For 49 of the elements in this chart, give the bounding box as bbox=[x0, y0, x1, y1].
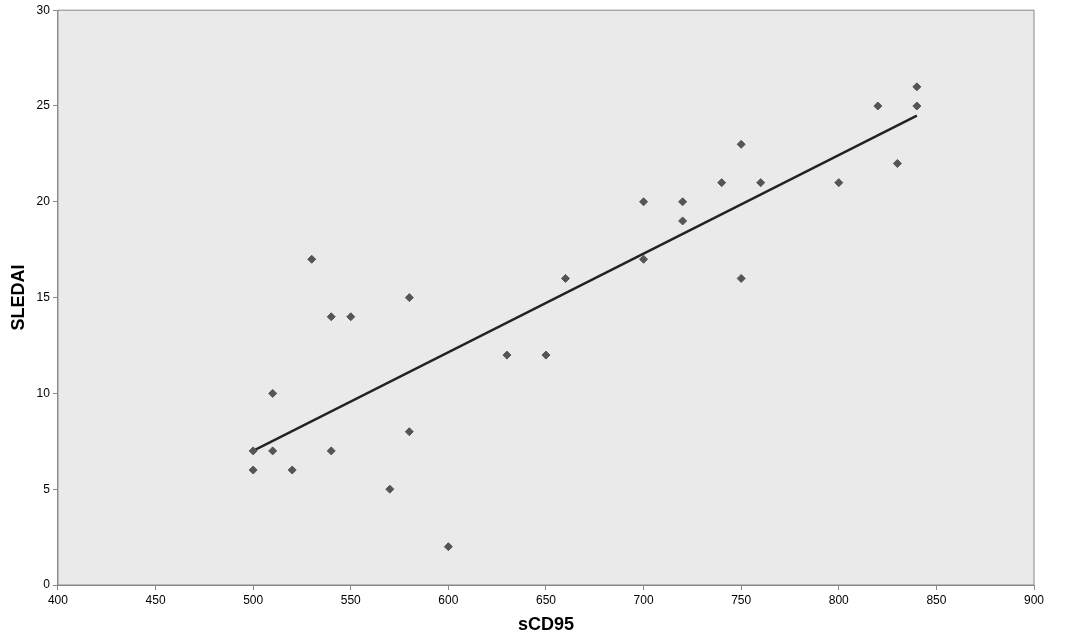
point bbox=[639, 254, 649, 264]
x-tick-label: 550 bbox=[340, 592, 362, 607]
point bbox=[678, 197, 688, 207]
point bbox=[326, 312, 336, 322]
x-axis-title: sCD95 bbox=[517, 614, 574, 635]
point bbox=[892, 158, 902, 168]
point bbox=[912, 101, 922, 111]
y-axis-title: SLEDAI bbox=[7, 264, 28, 331]
y-tick-label: 30 bbox=[36, 2, 51, 17]
x-tick-label: 750 bbox=[731, 592, 752, 607]
point bbox=[248, 446, 258, 456]
point bbox=[873, 101, 883, 111]
point bbox=[326, 446, 336, 456]
point bbox=[287, 465, 297, 475]
x-tick-label: 700 bbox=[633, 592, 654, 607]
point bbox=[834, 178, 844, 188]
x-tick-label: 450 bbox=[145, 592, 166, 607]
point bbox=[502, 350, 512, 360]
point bbox=[639, 197, 649, 207]
x-tick-label: 600 bbox=[438, 592, 459, 607]
point bbox=[404, 293, 414, 303]
point bbox=[248, 465, 258, 475]
point bbox=[443, 542, 453, 552]
point bbox=[756, 178, 766, 188]
point bbox=[736, 139, 746, 149]
y-tick-label: 10 bbox=[36, 385, 51, 400]
y-tick-label: 15 bbox=[36, 289, 51, 304]
y-tick-label: 5 bbox=[43, 481, 51, 496]
point bbox=[678, 216, 688, 226]
x-tick-label: 900 bbox=[1023, 592, 1045, 607]
y-tick-label: 0 bbox=[43, 577, 51, 592]
point bbox=[268, 388, 278, 398]
point bbox=[736, 273, 746, 283]
x-tick-label: 500 bbox=[243, 592, 264, 607]
y-tick-label: 25 bbox=[36, 98, 51, 113]
point bbox=[561, 273, 570, 283]
point bbox=[541, 350, 551, 360]
y-tick-label: 20 bbox=[36, 194, 51, 209]
x-tick-label: 800 bbox=[828, 592, 850, 607]
point bbox=[404, 427, 414, 437]
point bbox=[307, 254, 317, 264]
point bbox=[346, 312, 356, 322]
x-tick-label: 400 bbox=[47, 592, 69, 607]
point bbox=[912, 82, 922, 92]
point bbox=[268, 446, 278, 456]
x-tick-label: 650 bbox=[535, 592, 557, 607]
point bbox=[385, 484, 395, 494]
point bbox=[717, 178, 727, 188]
x-tick-label: 850 bbox=[926, 592, 947, 607]
